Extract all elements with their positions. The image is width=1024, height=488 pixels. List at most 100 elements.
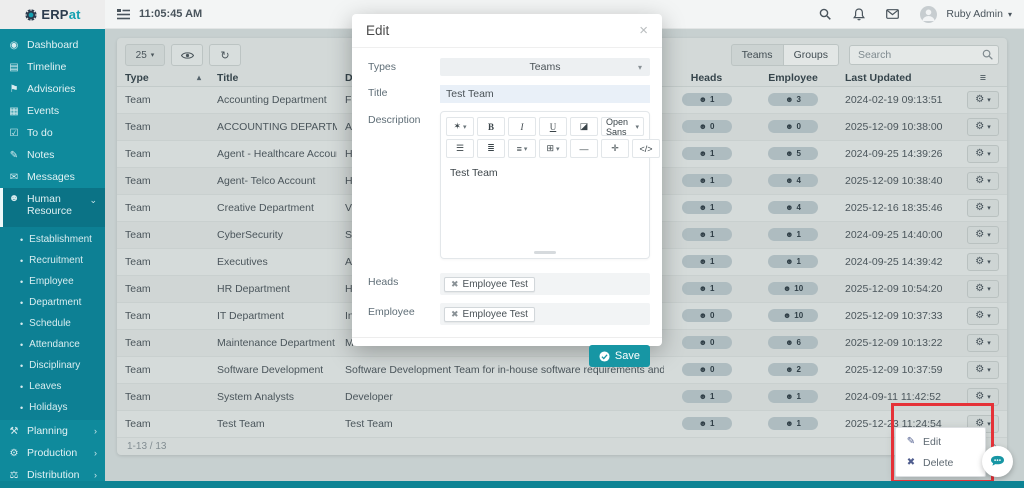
user-avatar[interactable] [920,5,938,23]
sidebar-item-dashboard[interactable]: ◉ Dashboard [9,38,79,51]
user-menu[interactable]: Ruby Admin [946,8,1003,20]
employee-field[interactable]: ✖ Employee Test [440,303,650,325]
table-row[interactable]: Team System Analysts Developer ☻ 1 ☻ 1 202… [117,383,1007,411]
bottom-scrollbar[interactable] [0,481,1024,488]
heads-tag-chip[interactable]: ✖ Employee Test [444,276,535,292]
row-actions-button[interactable]: ⚙ ▾ [967,198,999,217]
caret-down-icon: ▾ [987,393,991,401]
eraser-button[interactable]: ◪ [570,117,598,136]
font-family-button[interactable]: Open Sans ▾ [601,117,644,137]
sidebar-subitem-establishment[interactable]: • Establishment [20,234,92,245]
heads-field[interactable]: ✖ Employee Test [440,273,650,295]
messages-envelope-icon[interactable] [886,8,900,21]
cogs-icon: ⚙ [975,229,985,241]
fullscreen-button[interactable]: ✛ [601,139,629,158]
insert-table-button[interactable]: ⊞ ▾ [539,139,567,158]
row-actions-button[interactable]: ⚙ ▾ [967,90,999,109]
table-search-input[interactable] [849,45,999,65]
sidebar-item-advisories[interactable]: ⚑ Advisories [9,82,76,95]
row-actions-button[interactable]: ⚙ ▾ [967,252,999,271]
users-icon: ☻ [785,257,794,267]
sidebar-subitem-attendance[interactable]: • Attendance [20,339,80,350]
description-editor-content[interactable]: Test Team [450,167,498,179]
tab-groups[interactable]: Groups [782,44,839,66]
row-actions-button[interactable]: ⚙ ▾ [967,387,999,406]
column-visibility-button[interactable] [171,44,203,66]
sidebar-subitem-recruitment[interactable]: • Recruitment [20,255,84,266]
sidebar-subitem-schedule[interactable]: • Schedule [20,318,71,329]
menu-item-edit[interactable]: ✎ Edit [906,435,942,448]
cell-last-updated: 2024-09-25 14:40:00 [845,228,943,241]
menu-item-delete[interactable]: ✖ Delete [906,456,954,469]
types-select[interactable]: Teams ▾ [440,58,650,76]
employee-count-badge: ☻ 1 [768,255,818,269]
row-actions-button[interactable]: ⚙ ▾ [967,117,999,136]
tab-teams[interactable]: Teams [730,44,783,66]
app-logo[interactable]: ERPat [0,0,105,29]
row-actions-button[interactable]: ⚙ ▾ [967,144,999,163]
row-actions-button[interactable]: ⚙ ▾ [967,225,999,244]
employee-tag-chip[interactable]: ✖ Employee Test [444,306,535,322]
close-icon[interactable]: × [639,22,648,39]
menu-toggle-icon[interactable] [117,8,130,21]
user-menu-caret-icon[interactable]: ▾ [1007,9,1012,19]
sidebar-subitem-department[interactable]: • Department [20,297,82,308]
cell-description: Test Team [345,417,393,430]
notifications-bell-icon[interactable] [852,7,865,21]
search-input-icon [982,49,993,60]
cell-title: CyberSecurity [217,228,283,241]
sidebar-item-timeline[interactable]: ▤ Timeline [9,60,67,73]
remove-tag-icon[interactable]: ✖ [451,278,459,289]
sidebar-item-to-do[interactable]: ☑ To do [9,126,53,139]
modal-footer: Save [352,337,662,374]
row-actions-button[interactable]: ⚙ ▾ [967,360,999,379]
column-header-type[interactable]: Type ▴ [125,71,201,84]
sidebar-item-distribution[interactable]: ⚖ Distribution › [9,468,97,481]
page-size-select[interactable]: 25 ▾ [125,44,165,66]
chat-bubble-icon [991,455,1004,466]
sidebar-item-icon: ✎ [9,149,19,161]
unordered-list-button[interactable]: ☰ [446,139,474,158]
ordered-list-button[interactable]: ≣ [477,139,505,158]
sidebar-item-human-resource[interactable]: ☻ Human Resource ⌄ [0,188,105,227]
users-icon: ☻ [785,149,794,159]
sidebar-subitem-holidays[interactable]: • Holidays [20,402,68,413]
sidebar-item-production[interactable]: ⚙ Production › [9,446,97,459]
title-input[interactable] [440,85,650,103]
horizontal-rule-button[interactable]: — [570,139,598,158]
cell-type: Team [125,390,151,403]
row-actions-button[interactable]: ⚙ ▾ [967,306,999,325]
row-actions-button[interactable]: ⚙ ▾ [967,279,999,298]
magic-style-button[interactable]: ✶ ▾ [446,117,474,136]
chat-fab-button[interactable] [982,446,1013,477]
users-icon: ☻ [698,257,707,267]
sidebar-item-planning[interactable]: ⚒ Planning › [9,424,97,437]
search-icon[interactable] [818,8,831,21]
sidebar-subitem-disciplinary[interactable]: • Disciplinary [20,360,81,371]
column-header-employee[interactable]: Employee [768,71,818,84]
bullet-icon: • [20,381,24,392]
paragraph-align-button[interactable]: ≡ ▾ [508,139,536,158]
table-row[interactable]: Team Software Development Software Devel… [117,356,1007,384]
sidebar-subitem-employee[interactable]: • Employee [20,276,74,287]
row-actions-button[interactable]: ⚙ ▾ [967,171,999,190]
italic-button[interactable]: I [508,117,536,136]
row-actions-button[interactable]: ⚙ ▾ [967,333,999,352]
editor-resize-handle[interactable] [534,251,556,254]
table-row[interactable]: Team Test Team Test Team ☻ 1 ☻ 1 2025-12-2… [117,410,1007,438]
refresh-button[interactable]: ↻ [209,44,241,66]
column-header-heads[interactable]: Heads [690,71,723,84]
sidebar-item-events[interactable]: ▦ Events [9,104,60,117]
column-header-actions[interactable]: ≡ [959,72,1007,84]
bold-button[interactable]: B [477,117,505,136]
sidebar-item-notes[interactable]: ✎ Notes [9,148,55,161]
save-button[interactable]: Save [588,345,650,367]
remove-tag-icon[interactable]: ✖ [451,308,459,319]
column-header-title[interactable]: Title [217,71,239,84]
rich-text-editor: ✶ ▾ B I U ◪ Open Sans ▾ ☰ ≣ ≡ ▾ ⊞ ▾ — [440,111,660,259]
column-header-last-updated[interactable]: Last Updated [845,71,912,84]
sidebar-subitem-leaves[interactable]: • Leaves [20,381,62,392]
code-view-button[interactable]: </> [632,139,660,158]
sidebar-item-messages[interactable]: ✉ Messages [9,170,75,183]
underline-button[interactable]: U [539,117,567,136]
